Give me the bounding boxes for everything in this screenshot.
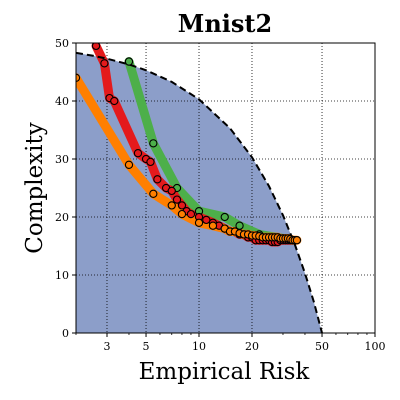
data-point-green (149, 139, 158, 148)
tick-layer: 3 5 10 20 50 100 0 10 20 30 40 50 (55, 37, 386, 353)
data-point-red (91, 43, 101, 51)
feasible-region (76, 52, 323, 333)
y-tick-label: 40 (55, 95, 69, 108)
x-tick-label: 50 (315, 340, 329, 353)
chart-title: Mnist2 (178, 9, 272, 38)
data-point-red (186, 209, 196, 219)
y-tick-label: 0 (62, 327, 69, 340)
boundary-curve (76, 51, 323, 333)
data-point-orange (194, 218, 204, 227)
boundary-layer (76, 51, 323, 333)
y-tick-label: 30 (55, 153, 69, 166)
data-point-orange (149, 189, 158, 198)
x-tick-label: 20 (245, 340, 259, 353)
data-point-red (153, 175, 162, 184)
data-point-orange (167, 201, 176, 210)
plot-frame (75, 42, 376, 334)
feasible-region-layer (76, 52, 323, 333)
x-tick-label: 3 (103, 340, 110, 353)
x-tick-label: 5 (143, 340, 150, 353)
y-tick-label: 10 (55, 269, 69, 282)
data-point-orange (124, 160, 134, 169)
x-tick-label: 100 (365, 340, 386, 353)
data-point-red (133, 149, 143, 158)
data-point-red (167, 186, 176, 196)
axes-layer (75, 42, 376, 334)
data-point-red (100, 59, 109, 68)
data-point-orange (292, 236, 302, 245)
y-tick-label: 50 (55, 37, 69, 50)
data-point-orange (208, 221, 218, 230)
data-point-red (172, 195, 182, 204)
y-axis-label: Complexity (22, 122, 48, 254)
data-point-red (177, 201, 187, 210)
data-point-red (202, 215, 211, 225)
x-axis-label: Empirical Risk (139, 359, 311, 385)
data-point-green (124, 57, 134, 66)
data-point-green (220, 212, 229, 222)
x-tick-label: 10 (192, 340, 206, 353)
y-tick-label: 20 (55, 211, 69, 224)
data-points-layer (76, 43, 302, 247)
data-point-red (110, 96, 119, 106)
data-point-orange (177, 209, 187, 219)
data-point-red (146, 157, 155, 167)
